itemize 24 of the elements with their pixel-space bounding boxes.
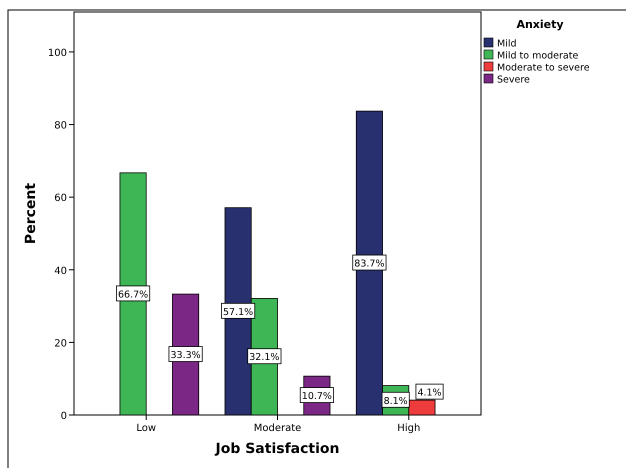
data-label: 32.1% <box>249 352 280 364</box>
x-axis-title: Job Satisfaction <box>214 441 340 457</box>
data-label: 66.7% <box>118 289 148 300</box>
y-tick-label: 80 <box>54 120 67 132</box>
legend-title: Anxiety <box>516 18 564 31</box>
x-tick-label: Low <box>136 423 156 434</box>
y-axis-title: Percent <box>23 182 39 244</box>
legend-label: Severe <box>497 74 530 86</box>
y-tick-label: 60 <box>54 193 67 204</box>
x-tick-label: Moderate <box>254 423 302 434</box>
y-tick-label: 40 <box>54 266 67 277</box>
legend-label: Moderate to severe <box>497 62 590 74</box>
data-label: 33.3% <box>170 350 201 362</box>
data-label: 8.1% <box>384 396 408 407</box>
x-tick-label: High <box>397 423 420 434</box>
data-label: 10.7% <box>302 391 332 402</box>
data-label: 83.7% <box>354 258 384 270</box>
legend-label: Mild <box>497 38 517 50</box>
y-tick-label: 20 <box>54 338 67 350</box>
y-tick-label: 0 <box>60 411 67 422</box>
y-tick-label: 100 <box>48 48 67 59</box>
data-label: 4.1% <box>417 388 442 399</box>
data-label: 57.1% <box>223 306 254 318</box>
legend-label: Mild to moderate <box>497 50 578 62</box>
